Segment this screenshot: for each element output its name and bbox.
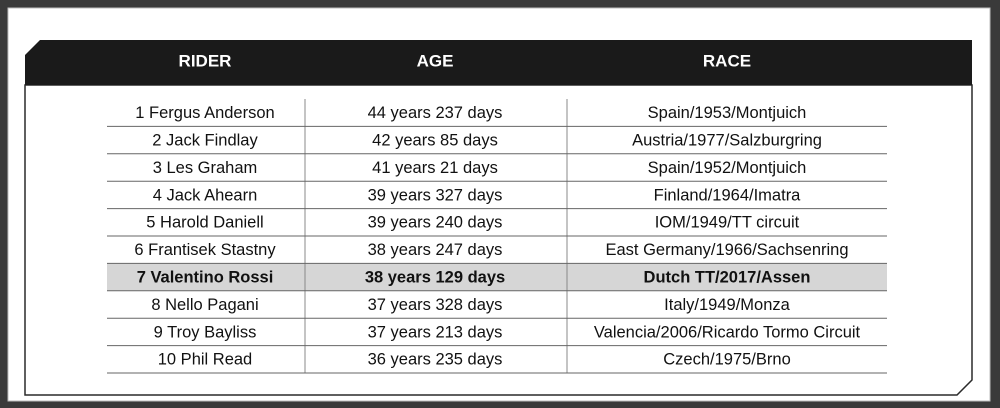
table-cell: 38 years 129 days	[365, 268, 505, 286]
table-cell: 36 years 235 days	[368, 351, 503, 369]
table-cell: 10 Phil Read	[158, 351, 252, 369]
table-cell: Valencia/2006/Ricardo Tormo Circuit	[594, 323, 861, 341]
column-header: RACE	[703, 51, 751, 70]
table-cell: 37 years 328 days	[368, 296, 503, 314]
table-cell: 39 years 327 days	[368, 186, 503, 204]
table-cell: 42 years 85 days	[372, 131, 498, 149]
table-cell: Finland/1964/Imatra	[654, 186, 802, 204]
table-cell: 5 Harold Daniell	[146, 214, 263, 232]
table-cell: Austria/1977/Salzburgring	[632, 131, 822, 149]
table-cell: 3 Les Graham	[153, 159, 258, 177]
table-cell: Czech/1975/Brno	[663, 351, 791, 369]
column-header: AGE	[417, 51, 454, 70]
table-cell: 38 years 247 days	[368, 241, 503, 259]
table-cell: Italy/1949/Monza	[664, 296, 790, 314]
highlight-row	[107, 263, 887, 291]
table-cell: 6 Frantisek Stastny	[134, 241, 276, 259]
table-cell: East Germany/1966/Sachsenring	[605, 241, 848, 259]
table-cell: 37 years 213 days	[368, 323, 503, 341]
table-cell: 44 years 237 days	[368, 104, 503, 122]
table-cell: 4 Jack Ahearn	[153, 186, 258, 204]
table-cell: 2 Jack Findlay	[152, 131, 258, 149]
table-cell: Dutch TT/2017/Assen	[644, 268, 811, 286]
table-cell: 39 years 240 days	[368, 214, 503, 232]
column-header: RIDER	[179, 51, 232, 70]
table-cell: 41 years 21 days	[372, 159, 498, 177]
table-cell: 8 Nello Pagani	[151, 296, 258, 314]
table-cell: Spain/1953/Montjuich	[648, 104, 807, 122]
table: RIDER AGE RACE 1 Fergus Anderson 44 years 23…	[107, 51, 887, 374]
table-cell: 9 Troy Bayliss	[154, 323, 257, 341]
table-cell: 7 Valentino Rossi	[137, 268, 274, 286]
table-cell: Spain/1952/Montjuich	[648, 159, 807, 177]
table-cell: IOM/1949/TT circuit	[655, 214, 800, 232]
table-cell: 1 Fergus Anderson	[135, 104, 274, 122]
table-header-bar	[25, 40, 972, 85]
